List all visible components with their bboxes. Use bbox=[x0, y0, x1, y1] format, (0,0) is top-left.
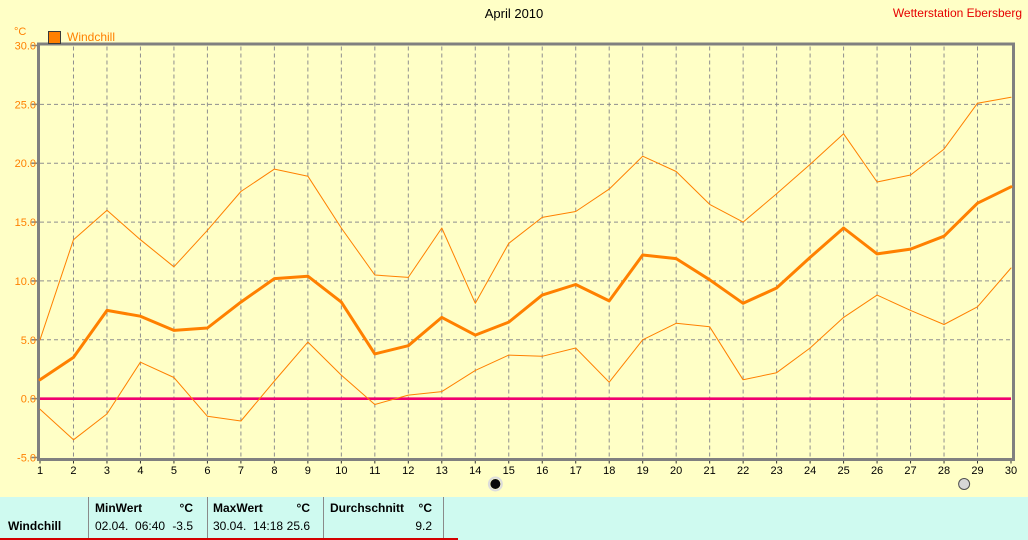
y-tick-label: 30.0 bbox=[15, 41, 36, 53]
x-tick-label: 27 bbox=[904, 465, 916, 477]
x-tick-label: 2 bbox=[70, 465, 76, 477]
x-tick-label: 18 bbox=[603, 465, 615, 477]
minwert-datetime: 02.04. 06:40 bbox=[95, 519, 166, 533]
x-tick-label: 8 bbox=[271, 465, 277, 477]
table-separator bbox=[323, 497, 324, 540]
col-header-durchschnitt: Durchschnitt bbox=[330, 501, 405, 515]
x-tick-label: 23 bbox=[770, 465, 782, 477]
col-header-minwert: MinWert bbox=[95, 501, 143, 515]
x-tick-label: 7 bbox=[238, 465, 244, 477]
x-tick-label: 5 bbox=[171, 465, 177, 477]
x-tick-label: 1 bbox=[37, 465, 43, 477]
new-moon-icon bbox=[490, 479, 501, 489]
row-label: Windchill bbox=[8, 519, 62, 533]
x-tick-label: 13 bbox=[436, 465, 448, 477]
x-tick-label: 3 bbox=[104, 465, 110, 477]
x-tick-label: 15 bbox=[503, 465, 515, 477]
y-tick-label: 10.0 bbox=[15, 276, 36, 288]
maxwert-value: 25.6 bbox=[286, 519, 310, 533]
statistics-table: Windchill Max Wert MinWert °C 02.04. 06:… bbox=[0, 497, 1028, 540]
x-tick-label: 10 bbox=[335, 465, 347, 477]
y-tick-label: 0.0 bbox=[21, 394, 36, 406]
table-bottom-red-line bbox=[0, 538, 458, 540]
legend-label: Windchill bbox=[67, 30, 116, 44]
x-tick-label: 29 bbox=[971, 465, 983, 477]
col-unit: °C bbox=[296, 501, 310, 515]
col-header-maxwert: MaxWert bbox=[213, 501, 263, 515]
y-tick-label: 15.0 bbox=[15, 217, 36, 229]
series-windchill-daily-mean bbox=[38, 185, 1013, 382]
x-tick-label: 26 bbox=[871, 465, 883, 477]
maxwert-datetime: 30.04. 14:18 bbox=[213, 519, 284, 533]
x-tick-label: 12 bbox=[402, 465, 414, 477]
y-tick-label: 25.0 bbox=[15, 99, 36, 111]
windchill-series-swatch-icon bbox=[48, 30, 61, 44]
y-tick-label: 5.0 bbox=[21, 335, 36, 347]
x-tick-label: 6 bbox=[204, 465, 210, 477]
x-tick-label: 21 bbox=[704, 465, 716, 477]
x-tick-label: 11 bbox=[369, 465, 380, 477]
y-axis-unit: °C bbox=[14, 26, 27, 38]
durchschnitt-value: 9.2 bbox=[415, 519, 432, 533]
col-unit: °C bbox=[179, 501, 193, 515]
legend: Windchill bbox=[48, 30, 115, 44]
x-tick-label: 22 bbox=[737, 465, 749, 477]
series-windchill-daily-min bbox=[39, 267, 1012, 441]
x-tick-label: 4 bbox=[137, 465, 143, 477]
table-separator bbox=[88, 497, 89, 540]
table-separator bbox=[443, 497, 444, 540]
minwert-value: -3.5 bbox=[172, 519, 193, 533]
station-name: Wetterstation Ebersberg bbox=[892, 6, 1022, 20]
series-windchill-daily-max bbox=[39, 96, 1012, 341]
x-tick-label: 17 bbox=[570, 465, 582, 477]
x-tick-label: 24 bbox=[804, 465, 816, 477]
x-tick-label: 9 bbox=[305, 465, 311, 477]
windchill-chart: 30.025.020.015.010.05.00.0-5.01 2 3 4 5 6 7 8 9 1… bbox=[15, 41, 1017, 492]
x-tick-label: 28 bbox=[938, 465, 950, 477]
y-tick-label: 20.0 bbox=[15, 158, 36, 170]
x-tick-label: 20 bbox=[670, 465, 682, 477]
new-moon-icon bbox=[487, 476, 503, 492]
x-tick-label: 16 bbox=[536, 465, 548, 477]
x-tick-label: 30 bbox=[1005, 465, 1017, 477]
plot-border bbox=[37, 42, 1015, 461]
full-moon-icon bbox=[958, 478, 971, 490]
table-separator bbox=[207, 497, 208, 540]
chart-title: April 2010 bbox=[484, 6, 544, 21]
x-tick-label: 19 bbox=[637, 465, 649, 477]
x-tick-label: 14 bbox=[469, 465, 481, 477]
col-unit: °C bbox=[418, 501, 432, 515]
x-tick-label: 25 bbox=[837, 465, 849, 477]
y-tick-label: -5.0 bbox=[17, 453, 36, 465]
